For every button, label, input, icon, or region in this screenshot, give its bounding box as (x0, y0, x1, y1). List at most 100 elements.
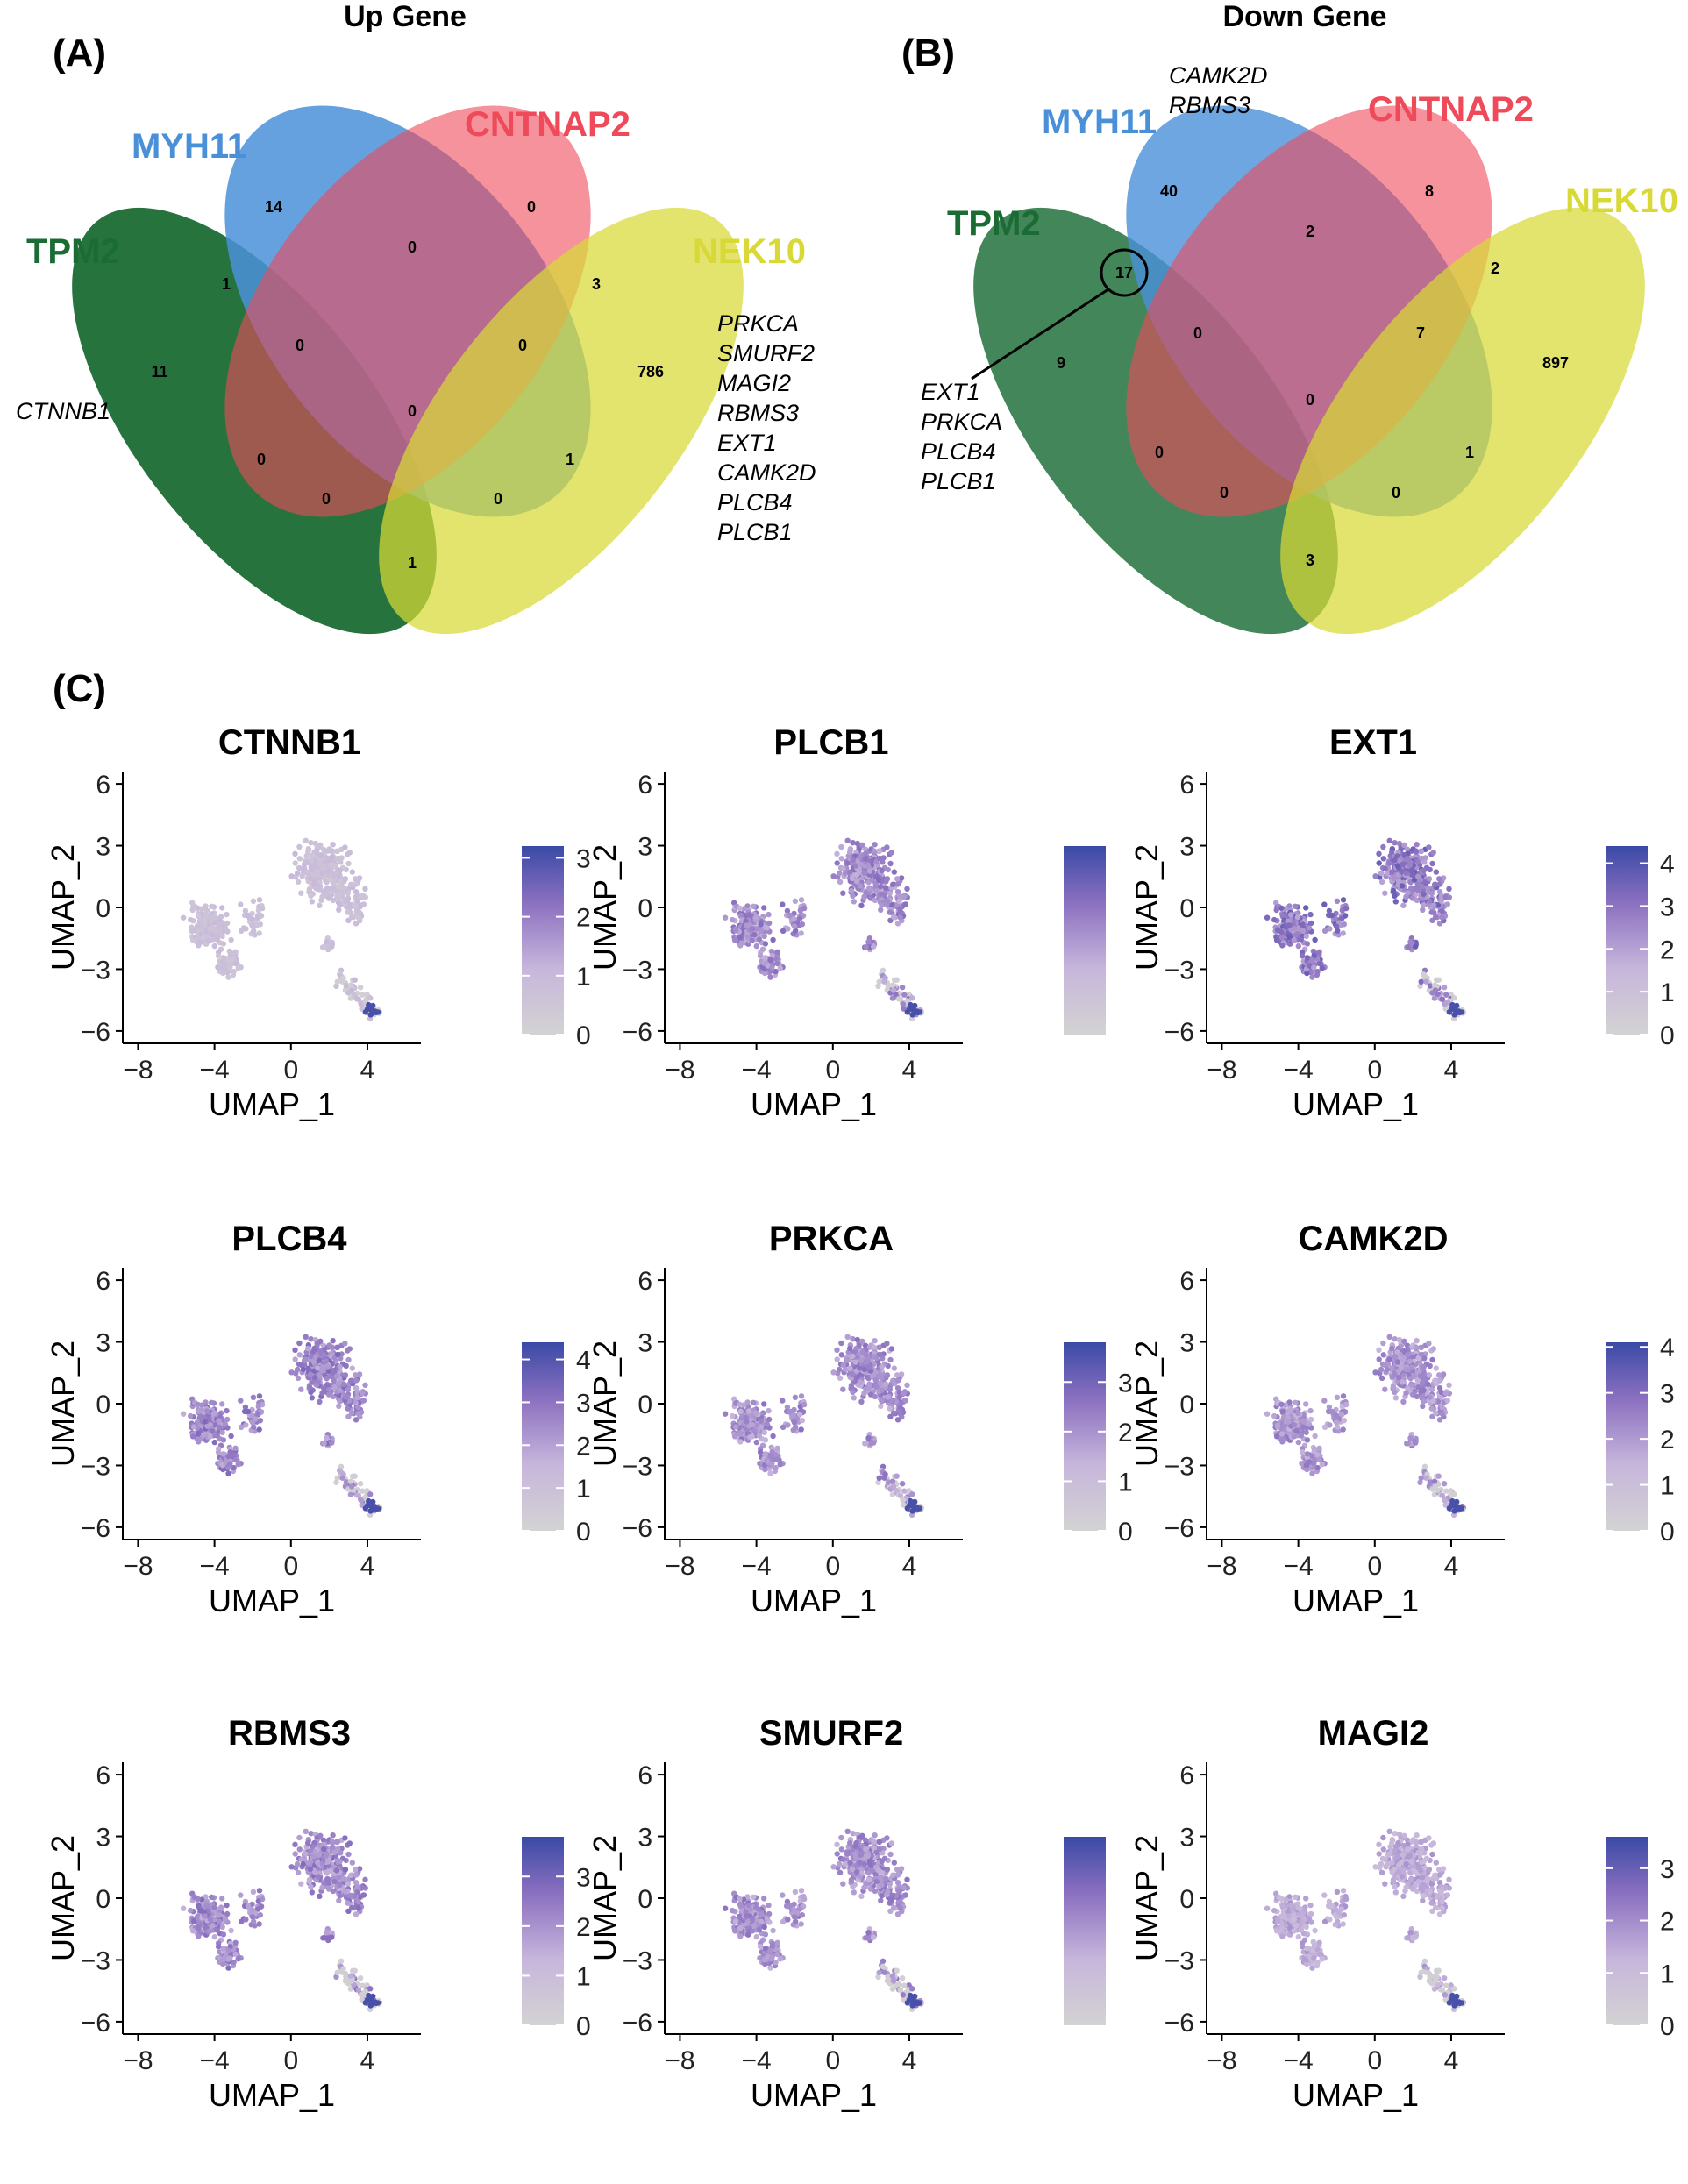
umap-point (359, 1390, 365, 1397)
umap-point (731, 1433, 738, 1440)
umap-point (858, 861, 865, 867)
umap-point (1392, 1395, 1400, 1401)
umap-point (799, 1418, 805, 1424)
umap-point (787, 1408, 794, 1415)
umap-point (858, 1357, 865, 1363)
umap-point (1439, 1411, 1445, 1417)
umap-point (354, 1394, 360, 1401)
umap-point (744, 1419, 750, 1425)
umap-y-tick-label: −3 (81, 956, 110, 985)
umap-point (887, 890, 893, 897)
umap-point (1293, 903, 1299, 910)
umap-point (352, 977, 358, 983)
venn-down-count-tpm2-myh11-nek10: 0 (1392, 484, 1400, 502)
umap-colorbar-label: 0 (1660, 1518, 1675, 1547)
umap-point (342, 876, 349, 882)
umap-point (353, 1417, 360, 1423)
umap-point (838, 856, 844, 862)
umap-point (867, 1391, 874, 1398)
umap-point (769, 953, 775, 959)
umap-point (879, 1387, 885, 1394)
umap-point (894, 1417, 901, 1423)
umap-point (731, 937, 738, 943)
umap-point (195, 935, 202, 941)
umap-point (1279, 912, 1286, 919)
umap-point (1307, 963, 1313, 969)
umap-y-label: UMAP_2 (45, 844, 81, 971)
umap-point (1384, 870, 1391, 877)
umap-point (837, 879, 844, 885)
umap-point (224, 920, 231, 927)
umap-point (852, 863, 859, 869)
umap-point (256, 1393, 263, 1399)
umap-point (312, 879, 318, 885)
umap-y-tick-label: −6 (81, 1514, 110, 1543)
umap-point (220, 1437, 227, 1443)
umap-point (308, 857, 314, 864)
umap-point (1376, 850, 1382, 857)
umap-point (358, 1497, 364, 1504)
umap-point (1436, 921, 1443, 927)
umap-point (1299, 1449, 1306, 1455)
umap-y-tick-label: −3 (81, 1452, 110, 1481)
umap-point (1291, 925, 1298, 932)
umap-point (319, 1884, 325, 1890)
umap-point (758, 1418, 764, 1424)
umap-point (1439, 1404, 1445, 1411)
umap-point (869, 877, 876, 883)
umap-y-tick-label: −3 (623, 1452, 652, 1481)
umap-point (1389, 1365, 1395, 1371)
umap-point (1343, 1401, 1350, 1408)
umap-point (196, 1408, 202, 1415)
umap-point (347, 982, 354, 988)
umap-point (737, 905, 743, 912)
umap-point (890, 987, 897, 993)
umap-point (730, 1412, 736, 1419)
umap-point (232, 960, 239, 967)
umap-point (873, 1384, 880, 1391)
umap-point (1442, 893, 1449, 900)
umap-point (202, 1913, 208, 1919)
umap-point (219, 1429, 225, 1436)
umap-point (1392, 857, 1398, 864)
umap-point (321, 1846, 327, 1853)
umap-point (346, 850, 353, 856)
umap-point (324, 886, 331, 892)
umap-point (791, 1419, 798, 1426)
umap-y-tick-label: 0 (637, 894, 652, 923)
venn-up-tpm2-gene: CTNNB1 (16, 398, 110, 424)
umap-point (884, 1341, 890, 1347)
umap-title: PLCB4 (231, 1220, 347, 1258)
umap-point (785, 1422, 791, 1428)
venn-up-nek10-gene: SMURF2 (717, 340, 815, 366)
umap-point (767, 974, 773, 980)
umap-point (1378, 879, 1385, 885)
umap-point (331, 1377, 337, 1384)
umap-point (1299, 953, 1306, 959)
umap-point (1328, 912, 1335, 919)
umap-point (319, 1366, 325, 1373)
umap-point (333, 1373, 340, 1379)
umap-point (887, 860, 894, 867)
umap-point (359, 893, 365, 900)
umap-point (307, 1371, 314, 1378)
umap-point (1451, 995, 1457, 1001)
umap-point (1414, 880, 1421, 887)
umap-y-tick-label: 6 (1179, 1267, 1194, 1296)
umap-point (1432, 914, 1439, 921)
umap-point (353, 1372, 359, 1378)
umap-point (219, 933, 225, 940)
umap-point (737, 1408, 744, 1415)
umap-point (331, 1384, 338, 1391)
umap-point (834, 860, 840, 866)
umap-point (796, 915, 803, 921)
umap-point (1442, 1497, 1449, 1504)
umap-point (1439, 996, 1446, 1002)
umap-point (211, 1439, 217, 1446)
umap-point (1288, 912, 1294, 918)
umap-point (1431, 1478, 1438, 1484)
umap-point (257, 1418, 263, 1424)
umap-y-tick-label: 6 (1179, 771, 1194, 800)
